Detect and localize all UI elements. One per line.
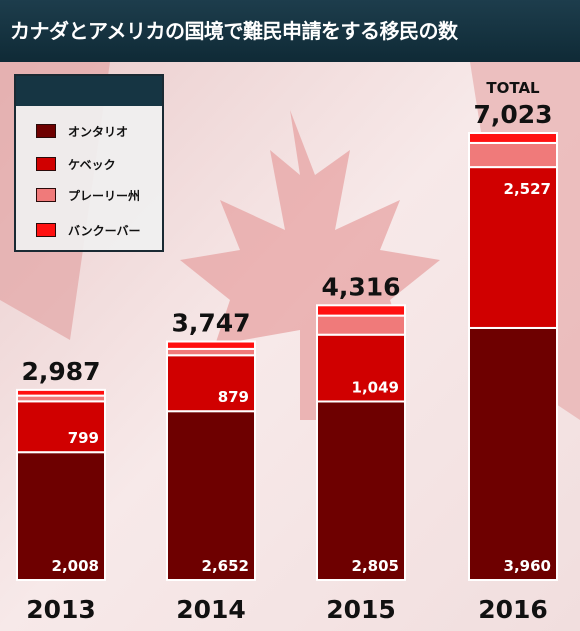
legend-label-quebec: ケベック [68,157,116,172]
bar-segment [316,314,406,336]
title-bar: カナダとアメリカの国境で難民申請をする移民の数 [0,0,580,62]
legend-header [16,76,162,106]
total-label: 4,316 [321,272,400,301]
segment-value-label: 1,049 [352,378,399,396]
total-caption: TOTAL [486,79,540,97]
bar-segment [166,340,256,350]
bar-segment [468,141,558,169]
legend-item-ontario: オンタリオ [36,120,128,142]
legend-swatch-quebec [36,157,56,171]
bar-segment [166,410,256,581]
x-tick-label: 2013 [26,595,96,624]
segment-value-label: 2,008 [52,557,99,575]
bar-segment [16,388,106,397]
bar-segment [166,354,256,413]
segment-value-label: 2,652 [202,557,249,575]
bar-segment [316,400,406,581]
maple-leaf-icon [180,110,440,420]
segment-value-label: 799 [68,429,99,447]
legend-swatch-ontario [36,124,56,138]
x-tick-label: 2016 [478,595,548,624]
legend-item-prairie: プレーリー州 [36,184,140,206]
legend-item-vancouver: バンクーバー [36,219,140,241]
segment-value-label: 2,805 [352,557,399,575]
legend-label-vancouver: バンクーバー [68,223,141,238]
legend-swatch-vancouver [36,223,56,237]
x-tick-label: 2015 [326,595,396,624]
total-label: 7,023 [473,100,552,129]
bar-segment [468,326,558,581]
legend-swatch-prairie [36,188,56,202]
legend-label-prairie: プレーリー州 [68,188,141,203]
bar-segment [468,132,558,144]
bar-segment [16,451,106,582]
bar-segment [468,166,558,329]
legend: オンタリオ ケベック プレーリー州 バンクーバー [14,74,164,252]
legend-item-quebec: ケベック [36,153,116,175]
chart-title: カナダとアメリカの国境で難民申請をする移民の数 [10,19,458,43]
total-label: 3,747 [171,309,250,338]
segment-value-label: 3,960 [504,557,551,575]
segment-value-label: 2,527 [504,180,551,198]
x-tick-label: 2014 [176,595,246,624]
bar-segment [316,304,406,317]
legend-label-ontario: オンタリオ [68,124,129,139]
total-label: 2,987 [21,357,100,386]
bar-segment [316,333,406,403]
segment-value-label: 879 [218,388,249,406]
